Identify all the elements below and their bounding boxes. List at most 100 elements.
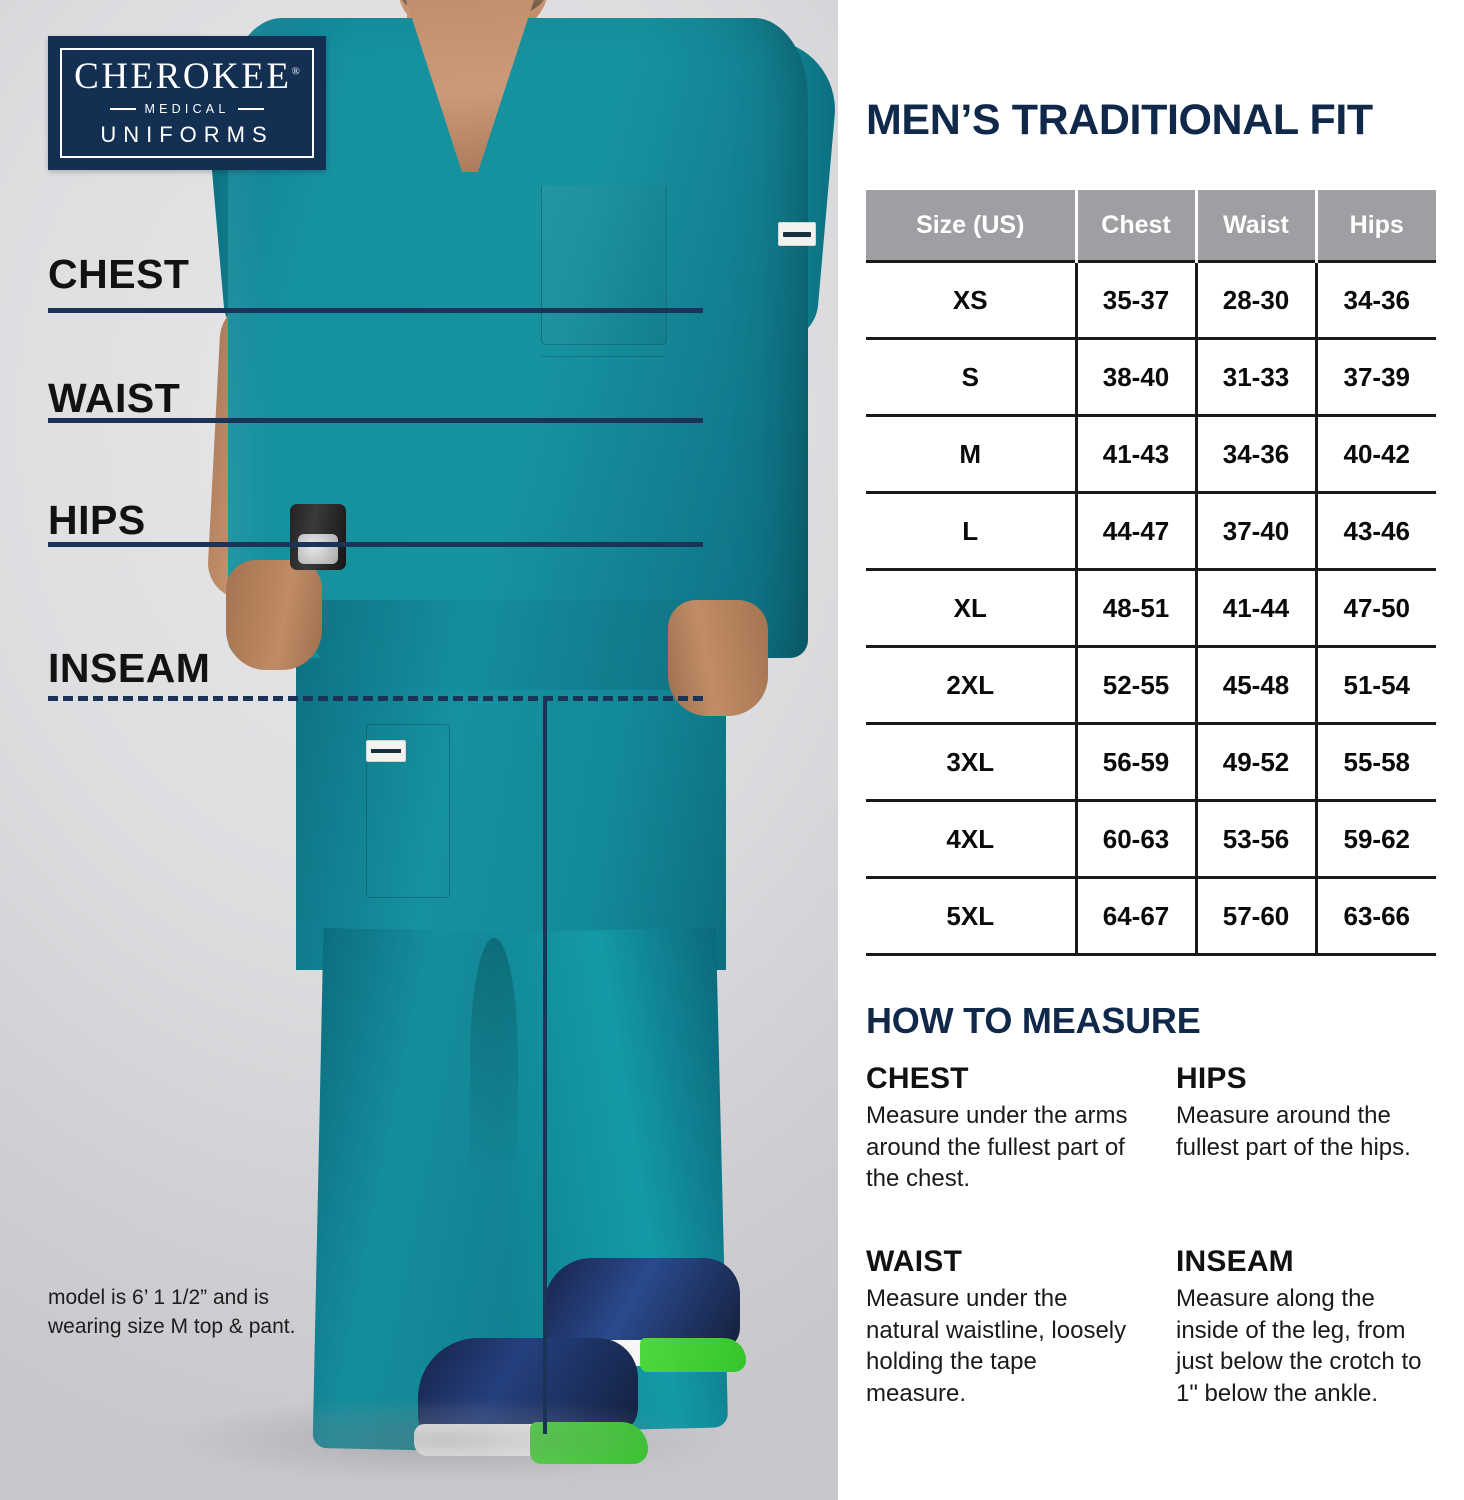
callout-line-inseam-vertical bbox=[543, 696, 547, 1434]
table-row: XS 35-37 28-30 34-36 bbox=[866, 260, 1436, 340]
size-cell: XL bbox=[866, 569, 1078, 648]
size-cell: S bbox=[866, 338, 1078, 417]
measure-instruction-inseam: INSEAM Measure along the inside of the l… bbox=[1176, 1245, 1444, 1410]
logo-rule-left-icon bbox=[109, 108, 136, 110]
model-photo-panel: CHEST WAIST HIPS INSEAM CHEROKEE® MEDICA… bbox=[0, 0, 838, 1500]
table-row: XL 48-51 41-44 47-50 bbox=[866, 569, 1436, 648]
table-row: S 38-40 31-33 37-39 bbox=[866, 338, 1436, 417]
waist-cell: 34-36 bbox=[1196, 415, 1318, 494]
hips-cell: 59-62 bbox=[1316, 800, 1436, 879]
chest-cell: 48-51 bbox=[1076, 569, 1198, 648]
size-chart-panel: MEN’S TRADITIONAL FIT Size (US) Chest Wa… bbox=[838, 0, 1464, 1500]
table-row: 5XL 64-67 57-60 63-66 bbox=[866, 877, 1436, 956]
chest-cell: 35-37 bbox=[1076, 260, 1198, 340]
table-row: L 44-47 37-40 43-46 bbox=[866, 492, 1436, 571]
shoe-upper bbox=[544, 1258, 740, 1350]
model-right-shoe bbox=[540, 1258, 746, 1378]
logo-inner-frame: CHEROKEE® MEDICAL UNIFORMS bbox=[60, 48, 314, 158]
how-to-measure-title: HOW TO MEASURE bbox=[866, 1000, 1201, 1041]
hips-cell: 63-66 bbox=[1316, 877, 1436, 956]
column-header-size: Size (US) bbox=[866, 190, 1078, 262]
logo-medical-text: MEDICAL bbox=[144, 102, 230, 116]
cherokee-logo: CHEROKEE® MEDICAL UNIFORMS bbox=[48, 36, 326, 170]
table-row: 3XL 56-59 49-52 55-58 bbox=[866, 723, 1436, 802]
chest-cell: 56-59 bbox=[1076, 723, 1198, 802]
hips-cell: 43-46 bbox=[1316, 492, 1436, 571]
size-cell: 2XL bbox=[866, 646, 1078, 725]
size-cell: 5XL bbox=[866, 877, 1078, 956]
shoe-upper bbox=[418, 1338, 638, 1434]
measure-instruction-hips-text: Measure around the fullest part of the h… bbox=[1176, 1102, 1411, 1161]
waist-cell: 57-60 bbox=[1196, 877, 1318, 956]
chest-cell: 44-47 bbox=[1076, 492, 1198, 571]
scrub-pant-hip bbox=[296, 640, 726, 970]
model-left-hand bbox=[226, 560, 322, 670]
chest-pocket-seam bbox=[541, 330, 665, 357]
column-header-waist: Waist bbox=[1196, 190, 1318, 262]
logo-uniforms-text: UNIFORMS bbox=[100, 122, 274, 147]
chest-cell: 60-63 bbox=[1076, 800, 1198, 879]
waist-cell: 31-33 bbox=[1196, 338, 1318, 417]
model-note: model is 6’ 1 1/2” and is wearing size M… bbox=[48, 1286, 296, 1338]
callout-label-waist: WAIST bbox=[48, 375, 181, 421]
column-header-chest: Chest bbox=[1076, 190, 1198, 262]
waist-cell: 45-48 bbox=[1196, 646, 1318, 725]
wrist-watch-face bbox=[298, 534, 338, 564]
measure-instruction-chest: CHEST Measure under the arms around the … bbox=[866, 1062, 1134, 1195]
table-row: 2XL 52-55 45-48 51-54 bbox=[866, 646, 1436, 725]
hips-cell: 37-39 bbox=[1316, 338, 1436, 417]
waist-cell: 28-30 bbox=[1196, 260, 1318, 340]
measure-instruction-waist: WAIST Measure under the natural waistlin… bbox=[866, 1245, 1134, 1410]
logo-wordmark-text: CHEROKEE bbox=[74, 56, 292, 97]
scrub-top-hem bbox=[300, 600, 720, 690]
callout-line-inseam bbox=[48, 696, 703, 701]
size-cell: 4XL bbox=[866, 800, 1078, 879]
callout-line-chest bbox=[48, 308, 703, 313]
hips-cell: 40-42 bbox=[1316, 415, 1436, 494]
size-chart-table-head: Size (US) Chest Waist Hips bbox=[866, 190, 1436, 262]
hips-cell: 34-36 bbox=[1316, 260, 1436, 340]
waist-cell: 49-52 bbox=[1196, 723, 1318, 802]
measure-instruction-chest-title: CHEST bbox=[866, 1062, 969, 1095]
waist-cell: 41-44 bbox=[1196, 569, 1318, 648]
chest-cell: 38-40 bbox=[1076, 338, 1198, 417]
callout-label-hips: HIPS bbox=[48, 497, 146, 543]
measure-instruction-waist-text: Measure under the natural waistline, loo… bbox=[866, 1285, 1127, 1408]
size-cell: 3XL bbox=[866, 723, 1078, 802]
size-cell: M bbox=[866, 415, 1078, 494]
size-cell: XS bbox=[866, 260, 1078, 340]
chest-pocket bbox=[541, 186, 667, 345]
waist-cell: 53-56 bbox=[1196, 800, 1318, 879]
size-chart-table-body: XS 35-37 28-30 34-36 S 38-40 31-33 37-39 M 41-43 3… bbox=[866, 260, 1436, 956]
pant-brand-tag bbox=[366, 740, 406, 762]
model-left-shoe bbox=[414, 1338, 648, 1468]
measure-instruction-inseam-title: INSEAM bbox=[1176, 1245, 1294, 1278]
callout-label-inseam: INSEAM bbox=[48, 645, 211, 691]
table-header-row: Size (US) Chest Waist Hips bbox=[866, 190, 1436, 262]
chest-cell: 64-67 bbox=[1076, 877, 1198, 956]
hips-cell: 47-50 bbox=[1316, 569, 1436, 648]
scrub-pant-crotch-shadow bbox=[470, 938, 518, 1178]
chart-title: MEN’S TRADITIONAL FIT bbox=[866, 96, 1373, 144]
measure-instruction-inseam-text: Measure along the inside of the leg, fro… bbox=[1176, 1285, 1422, 1408]
table-row: M 41-43 34-36 40-42 bbox=[866, 415, 1436, 494]
callout-line-waist bbox=[48, 418, 703, 423]
callout-line-hips bbox=[48, 542, 703, 547]
hips-cell: 55-58 bbox=[1316, 723, 1436, 802]
registered-trademark-icon: ® bbox=[291, 65, 300, 78]
cargo-pocket bbox=[366, 724, 450, 898]
measure-instruction-waist-title: WAIST bbox=[866, 1245, 962, 1278]
table-row: 4XL 60-63 53-56 59-62 bbox=[866, 800, 1436, 879]
chest-cell: 52-55 bbox=[1076, 646, 1198, 725]
shoe-toe-cap bbox=[640, 1338, 746, 1372]
column-header-hips: Hips bbox=[1316, 190, 1436, 262]
measure-instruction-chest-text: Measure under the arms around the fulles… bbox=[866, 1102, 1128, 1193]
top-brand-tag bbox=[778, 222, 816, 246]
floor-shadow bbox=[150, 1380, 838, 1500]
logo-wordmark: CHEROKEE® bbox=[74, 58, 300, 95]
shoe-toe-cap bbox=[530, 1422, 648, 1464]
size-chart-table: Size (US) Chest Waist Hips XS 35-37 28-30 3… bbox=[866, 190, 1436, 956]
chest-cell: 41-43 bbox=[1076, 415, 1198, 494]
logo-medical-row: MEDICAL bbox=[109, 102, 265, 116]
